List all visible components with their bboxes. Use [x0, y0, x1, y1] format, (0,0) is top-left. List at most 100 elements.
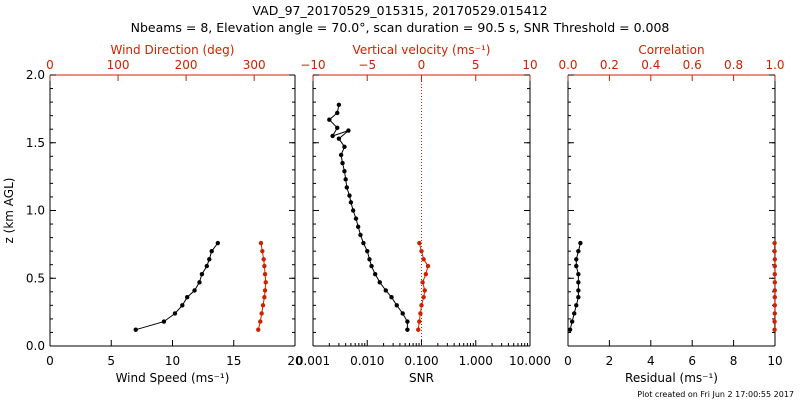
data-point: [262, 295, 266, 299]
data-point: [205, 264, 209, 268]
x-axis-label: Wind Speed (ms⁻¹): [116, 371, 230, 385]
data-point: [405, 319, 409, 323]
series-line-1: [136, 243, 218, 330]
top-tick-label: 100: [107, 58, 130, 72]
data-point: [421, 257, 425, 261]
data-point: [327, 118, 331, 122]
data-point: [773, 272, 777, 276]
data-point: [197, 280, 201, 284]
data-point: [773, 303, 777, 307]
data-point: [207, 257, 211, 261]
data-point: [772, 328, 776, 332]
data-point: [264, 280, 268, 284]
data-point: [263, 288, 267, 292]
data-point: [773, 311, 777, 315]
y-tick-label: 1.5: [26, 136, 45, 150]
data-point: [260, 249, 264, 253]
top-tick-label: 0.0: [558, 58, 577, 72]
bottom-tick-label: 4: [647, 354, 655, 368]
data-point: [134, 328, 138, 332]
data-point: [426, 264, 430, 268]
y-axis-label: z (km AGL): [2, 178, 16, 244]
bottom-tick-label: 0.001: [296, 354, 330, 368]
data-point: [256, 328, 260, 332]
top-tick-label: 0: [46, 58, 54, 72]
bottom-tick-label: 0.010: [350, 354, 384, 368]
chart-title: VAD_97_20170529_015315, 20170529.015412: [252, 3, 547, 18]
data-point: [361, 241, 365, 245]
top-axis-label: Wind Direction (deg): [111, 43, 235, 57]
data-point: [576, 272, 580, 276]
data-point: [384, 288, 388, 292]
data-point: [405, 328, 409, 332]
bottom-tick-label: 10: [767, 354, 782, 368]
data-point: [421, 295, 425, 299]
bottom-tick-label: 2: [606, 354, 614, 368]
bottom-tick-label: 5: [107, 354, 115, 368]
data-point: [216, 241, 220, 245]
data-point: [772, 241, 776, 245]
top-axis-label: Vertical velocity (ms⁻¹): [353, 43, 491, 57]
data-point: [570, 319, 574, 323]
bottom-tick-label: 0: [564, 354, 572, 368]
series-line-2: [418, 243, 428, 330]
data-point: [772, 249, 776, 253]
data-point: [259, 311, 263, 315]
data-point: [773, 257, 777, 261]
data-point: [572, 311, 576, 315]
data-point: [342, 169, 346, 173]
data-point: [339, 153, 343, 157]
data-point: [574, 303, 578, 307]
data-point: [351, 208, 355, 212]
data-point: [354, 216, 358, 220]
data-point: [367, 257, 371, 261]
data-point: [330, 134, 334, 138]
data-point: [261, 257, 265, 261]
bottom-tick-label: 6: [688, 354, 696, 368]
data-point: [389, 295, 393, 299]
data-point: [419, 249, 423, 253]
data-point: [356, 225, 360, 229]
data-point: [210, 249, 214, 253]
chart-subtitle: Nbeams = 8, Elevation angle = 70.0°, sca…: [131, 20, 670, 35]
bottom-tick-label: 10: [165, 354, 180, 368]
data-point: [373, 272, 377, 276]
data-point: [423, 288, 427, 292]
data-point: [576, 249, 580, 253]
top-tick-label: 0.2: [600, 58, 619, 72]
data-point: [395, 303, 399, 307]
data-point: [418, 311, 422, 315]
bottom-tick-label: 0.100: [404, 354, 438, 368]
data-point: [162, 319, 166, 323]
top-tick-label: 5: [472, 58, 480, 72]
top-tick-label: 300: [243, 58, 266, 72]
plot-created-footer: Plot created on Fri Jun 2 17:00:55 2017: [637, 390, 794, 399]
data-point: [378, 280, 382, 284]
x-axis-label: Residual (ms⁻¹): [625, 371, 718, 385]
bottom-tick-label: 10.000: [509, 354, 551, 368]
bottom-tick-label: 15: [226, 354, 241, 368]
data-point: [337, 136, 341, 140]
data-point: [262, 264, 266, 268]
series-line-1: [570, 243, 580, 330]
data-point: [773, 288, 777, 292]
data-point: [419, 303, 423, 307]
top-tick-label: 10: [522, 58, 537, 72]
data-point: [576, 288, 580, 292]
data-point: [200, 272, 204, 276]
y-tick-label: 2.0: [26, 68, 45, 82]
x-axis-label: SNR: [409, 371, 434, 385]
y-tick-label: 0.5: [26, 271, 45, 285]
data-point: [185, 295, 189, 299]
top-axis-label: Correlation: [638, 43, 704, 57]
top-tick-label: −10: [300, 58, 325, 72]
top-tick-label: 0.8: [724, 58, 743, 72]
data-point: [346, 128, 350, 132]
top-tick-label: 0.6: [683, 58, 702, 72]
